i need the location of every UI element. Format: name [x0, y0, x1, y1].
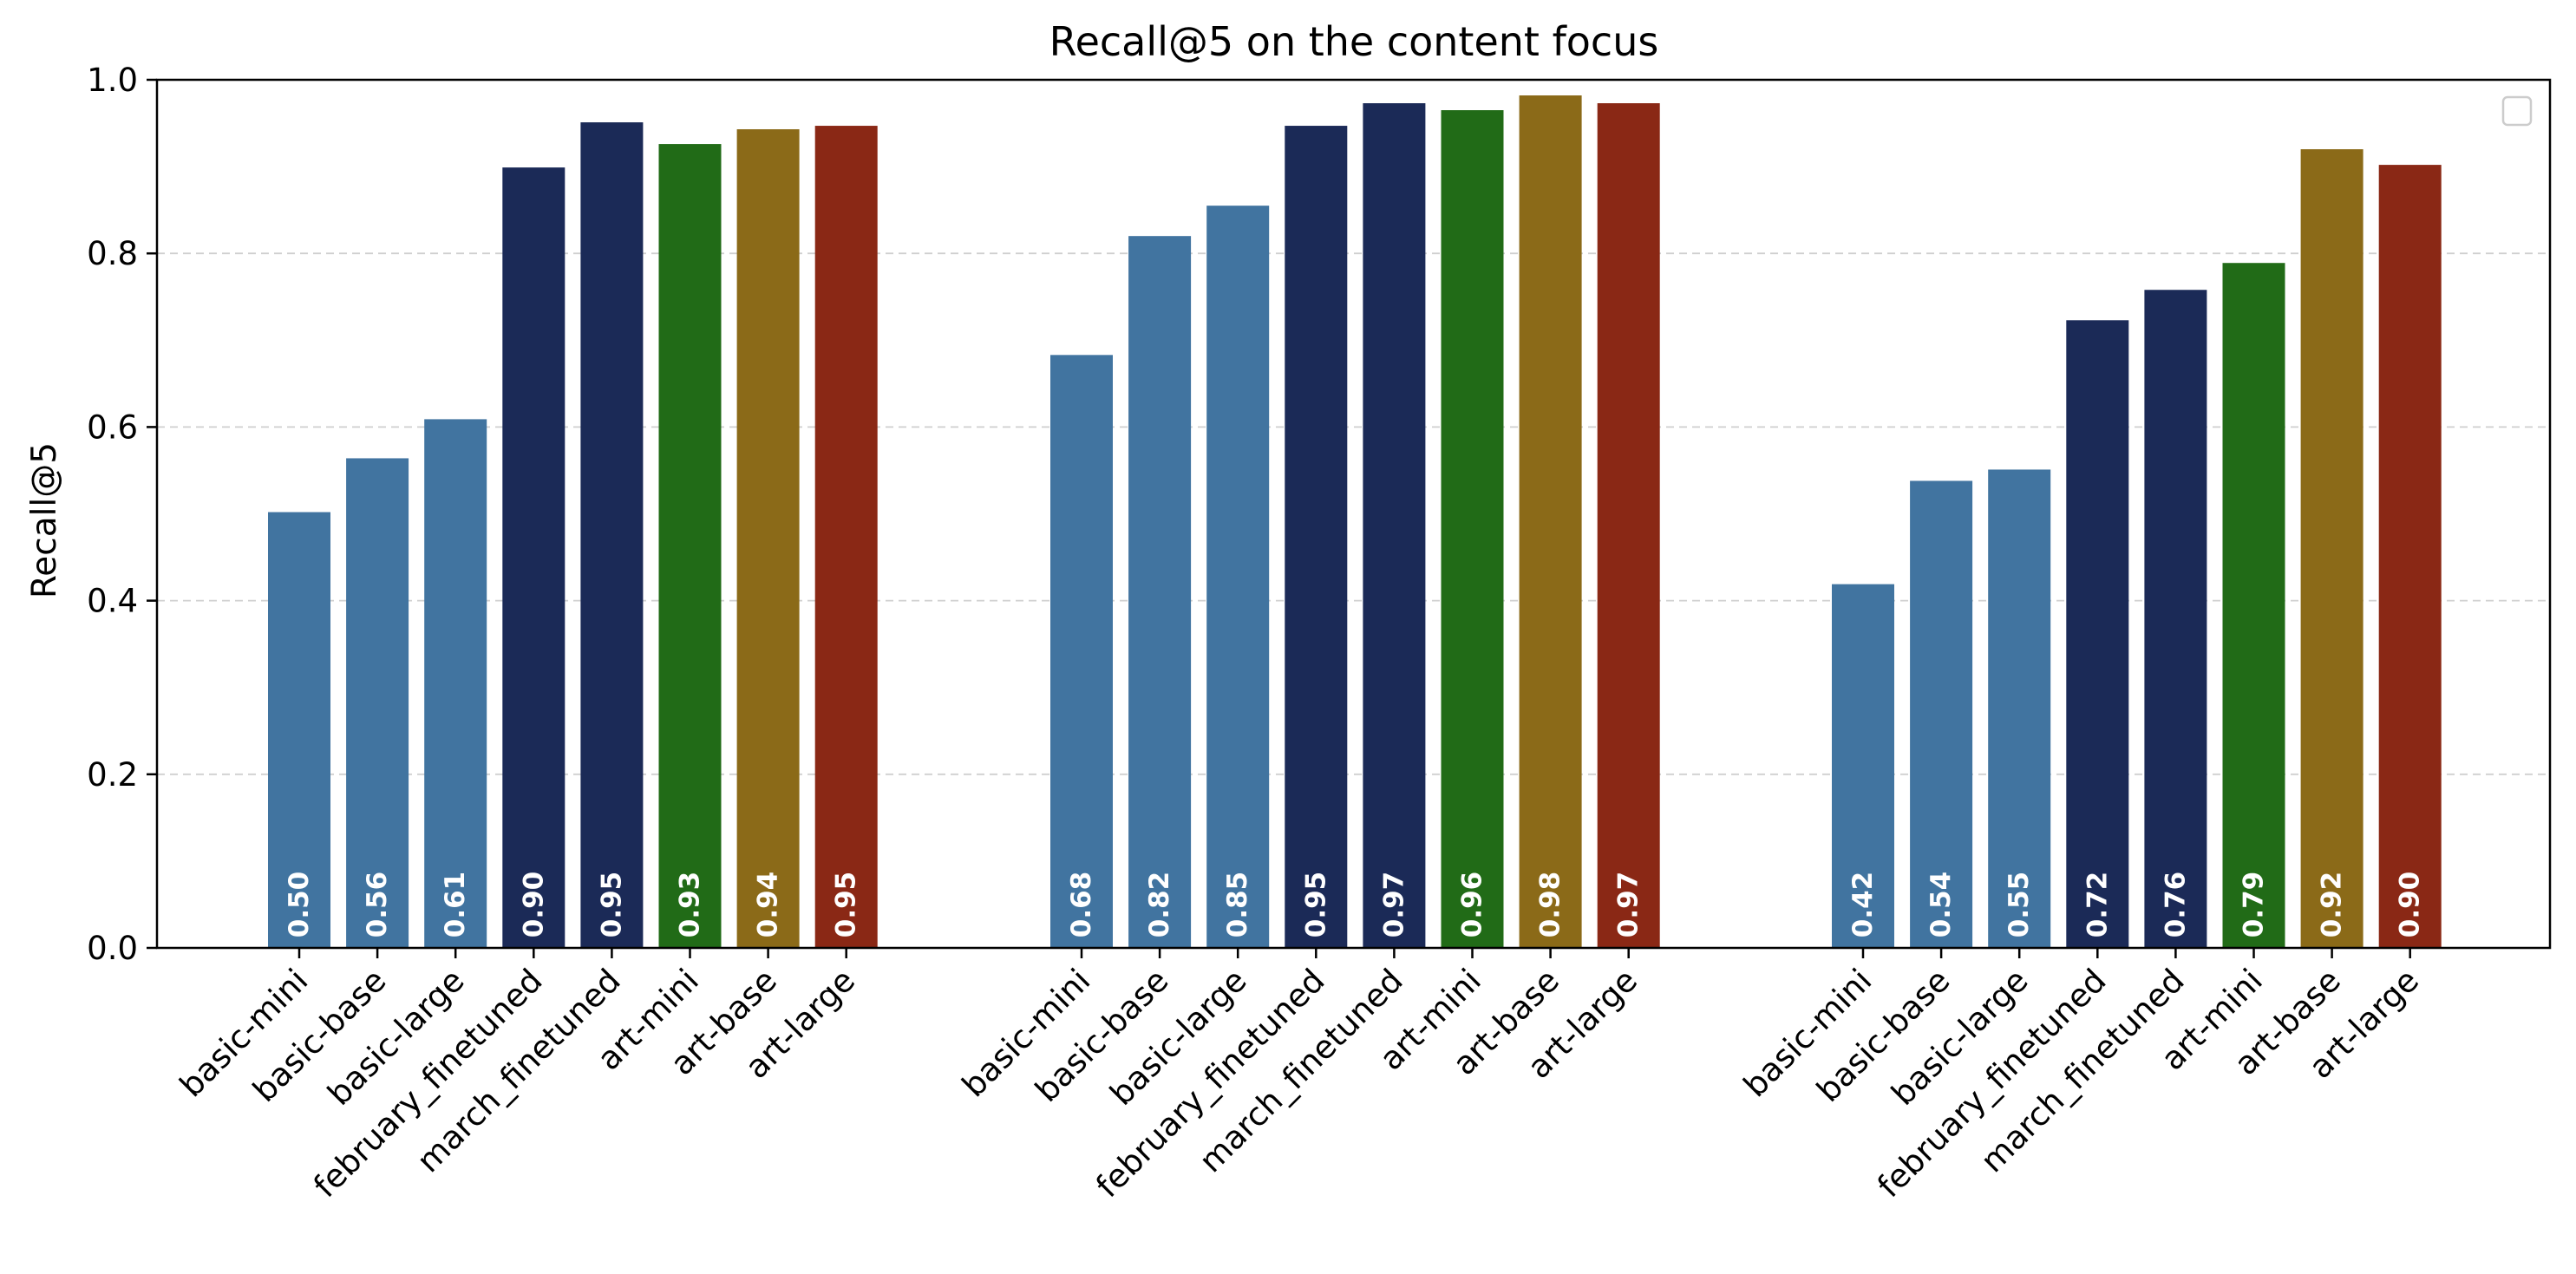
bar-value-label: 0.55 [2004, 872, 2035, 938]
bar-value-label: 0.82 [1144, 872, 1175, 938]
chart-title: Recall@5 on the content focus [1049, 18, 1659, 65]
bar-art-large-group-3 [2378, 165, 2442, 948]
bar-value-label: 0.72 [2082, 872, 2113, 938]
bar-february_finetuned-group-2 [1285, 126, 1348, 949]
bars [268, 95, 2442, 949]
bar-value-label: 0.92 [2317, 872, 2348, 938]
bar-march_finetuned-group-1 [580, 122, 644, 948]
bar-value-label: 0.85 [1222, 872, 1253, 938]
bar-value-label: 0.56 [362, 872, 393, 938]
y-tick-label: 0.2 [87, 756, 138, 794]
bar-value-label: 0.79 [2239, 872, 2270, 938]
bar-value-label: 0.98 [1535, 872, 1566, 938]
y-tick-label: 0.6 [87, 408, 138, 446]
bar-art-mini-group-2 [1441, 110, 1504, 948]
y-axis-label: Recall@5 [25, 442, 64, 598]
bar-basic-base-group-1 [346, 458, 409, 948]
bar-basic-base-group-3 [1910, 480, 1973, 948]
bar-value-label: 0.97 [1378, 872, 1409, 938]
bar-basic-large-group-2 [1206, 206, 1270, 948]
bar-value-label: 0.96 [1457, 872, 1488, 938]
bar-basic-base-group-2 [1128, 236, 1192, 948]
bar-art-mini-group-1 [658, 144, 722, 949]
y-tick-label: 0.8 [87, 235, 138, 272]
legend-box [2501, 95, 2533, 127]
bar-value-labels: 0.50 0.56 0.61 0.90 0.95 0.93 0.94 0.95 0.68 0.82… [284, 872, 2426, 938]
bar-basic-mini-group-2 [1050, 355, 1113, 948]
bar-value-label: 0.95 [1300, 872, 1331, 938]
bar-february_finetuned-group-3 [2066, 320, 2129, 949]
y-tick-label: 1.0 [87, 62, 138, 99]
bar-basic-mini-group-3 [1832, 584, 1894, 948]
bar-value-label: 0.94 [753, 872, 784, 938]
bar-value-label: 0.93 [675, 872, 706, 938]
bar-art-base-group-2 [1519, 95, 1582, 948]
bar-value-label: 0.50 [284, 872, 315, 938]
axes-frame [155, 78, 2552, 950]
bar-value-label: 0.95 [831, 872, 862, 938]
bar-march_finetuned-group-2 [1363, 103, 1426, 949]
x-axis-ticks: basic-minibasic-basebasic-largefebruary_… [173, 948, 2426, 1205]
bar-february_finetuned-group-1 [502, 167, 566, 948]
bar-value-label: 0.90 [2395, 872, 2426, 938]
bar-value-label: 0.42 [1847, 872, 1879, 938]
bar-value-label: 0.68 [1066, 872, 1097, 938]
bar-march_finetuned-group-3 [2144, 290, 2207, 948]
bar-value-label: 0.97 [1613, 872, 1644, 938]
bar-value-label: 0.95 [596, 872, 627, 938]
bar-basic-large-group-1 [424, 419, 487, 948]
bar-value-label: 0.54 [1925, 872, 1957, 938]
bar-art-large-group-1 [814, 126, 878, 949]
bar-basic-large-group-3 [1988, 469, 2051, 948]
y-tick-label: 0.0 [87, 930, 138, 967]
bar-art-base-group-1 [736, 129, 800, 948]
bar-value-label: 0.90 [518, 872, 549, 938]
bar-art-mini-group-3 [2222, 263, 2285, 948]
bar-art-base-group-3 [2300, 149, 2364, 948]
bar-art-large-group-2 [1597, 103, 1660, 949]
y-tick-label: 0.4 [87, 583, 138, 620]
bar-value-label: 0.76 [2160, 872, 2191, 938]
y-axis-ticks: 0.0 0.2 0.4 0.6 0.8 1.0 [87, 62, 157, 967]
bar-basic-mini-group-1 [268, 512, 330, 948]
bar-value-label: 0.61 [440, 872, 471, 938]
